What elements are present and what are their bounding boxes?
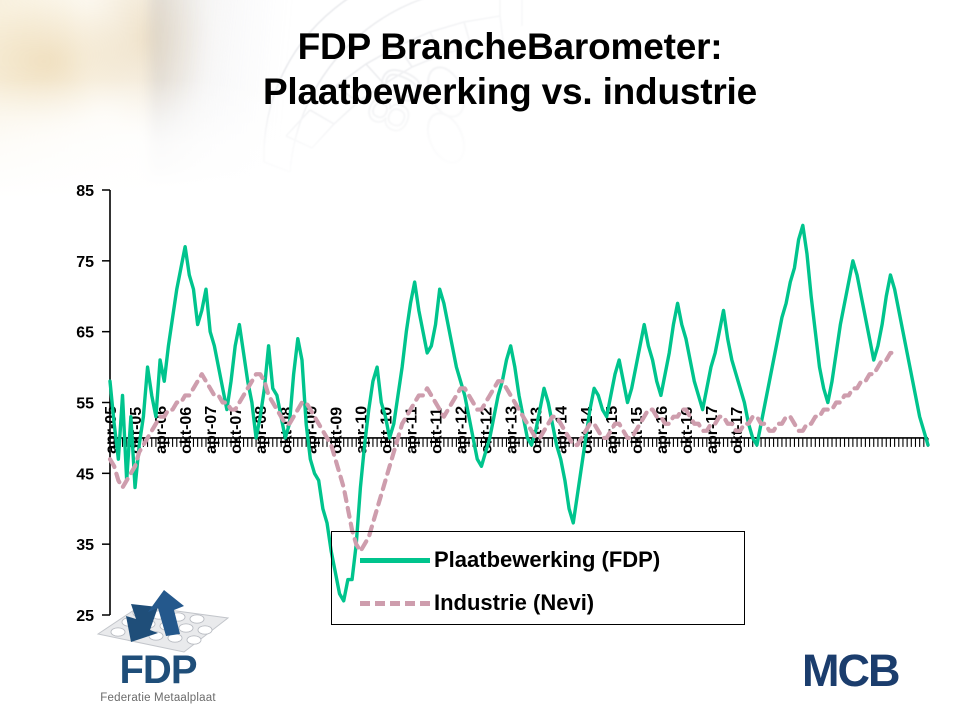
fdp-logo: FDP Federatie Metaalplaat — [68, 588, 248, 712]
x-axis-labels: apr-05 okt-05 apr-06 okt-06 apr-07 okt-07 apr-… — [103, 406, 746, 454]
legend-item-industrie: Industrie (Nevi) — [332, 584, 744, 622]
page-title: FDP BrancheBarometer: Plaatbewerking vs.… — [262, 26, 758, 113]
svg-text:okt-11: okt-11 — [429, 408, 446, 454]
svg-text:okt-12: okt-12 — [479, 407, 496, 454]
legend-label-industrie: Industrie (Nevi) — [434, 590, 595, 615]
svg-text:45: 45 — [76, 466, 94, 483]
legend-label-plaatbewerking: Plaatbewerking (FDP) — [434, 547, 661, 572]
x-axis-ticks — [109, 437, 929, 447]
mcb-logo: MCB — [802, 645, 900, 696]
fdp-perforated-plate-arrow-icon — [96, 590, 230, 653]
svg-text:75: 75 — [76, 254, 94, 271]
svg-text:apr-12: apr-12 — [454, 406, 471, 454]
svg-text:55: 55 — [76, 396, 94, 413]
svg-text:apr-07: apr-07 — [203, 406, 220, 454]
fdp-logo-text: FDP Federatie Metaalplaat — [68, 650, 248, 704]
fdp-tagline: Federatie Metaalplaat — [100, 692, 216, 704]
svg-text:okt-09: okt-09 — [328, 407, 345, 454]
svg-text:apr-11: apr-11 — [403, 407, 420, 454]
svg-text:apr-13: apr-13 — [504, 406, 521, 454]
data-series — [107, 223, 930, 603]
svg-text:okt-16: okt-16 — [679, 407, 696, 454]
svg-text:35: 35 — [76, 537, 94, 554]
svg-text:65: 65 — [76, 325, 94, 342]
legend-swatch-solid-line-icon — [360, 550, 430, 570]
svg-text:85: 85 — [76, 183, 94, 200]
svg-text:apr-15: apr-15 — [604, 406, 621, 454]
svg-text:okt-07: okt-07 — [228, 407, 245, 454]
y-axis-labels: 25 35 45 55 65 75 85 — [76, 183, 94, 625]
chart-legend: Plaatbewerking (FDP) Industrie (Nevi) — [331, 531, 745, 625]
y-axis-ticks — [102, 189, 110, 616]
fdp-wordmark: FDP — [119, 648, 198, 692]
svg-text:okt-06: okt-06 — [178, 407, 195, 454]
svg-text:25: 25 — [76, 608, 94, 625]
svg-text:apr-14: apr-14 — [554, 406, 571, 454]
legend-item-plaatbewerking: Plaatbewerking (FDP) — [332, 541, 744, 579]
legend-swatch-dashed-line-icon — [360, 593, 430, 613]
svg-text:apr-08: apr-08 — [253, 406, 270, 454]
